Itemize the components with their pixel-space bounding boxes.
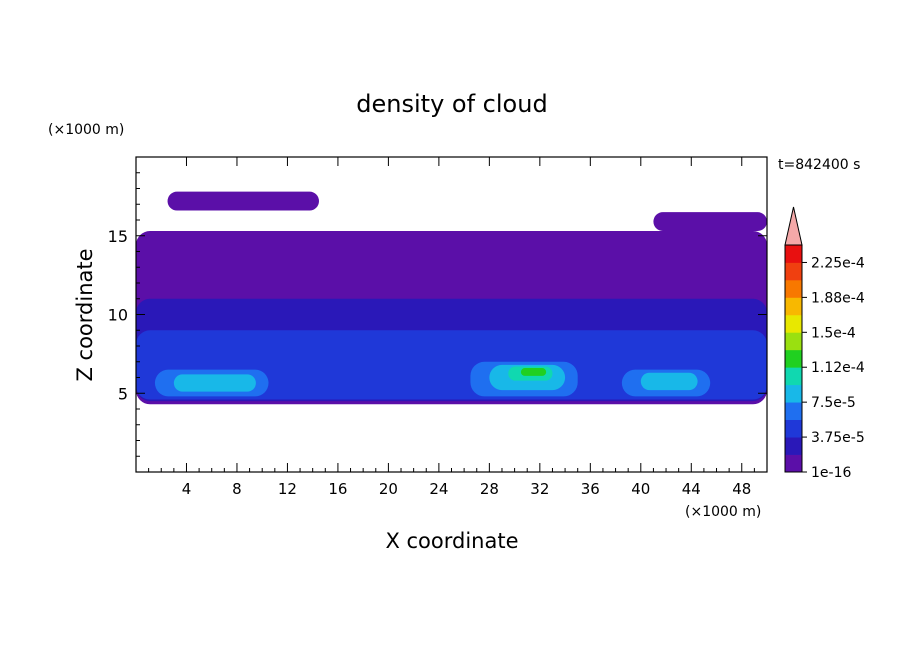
y-tick-label: 5 bbox=[118, 384, 128, 403]
colorbar-label: 3.75e-5 bbox=[811, 430, 865, 446]
colorbar-label: 1.5e-4 bbox=[811, 325, 856, 341]
y-tick-label: 15 bbox=[108, 227, 128, 246]
contour-fill bbox=[136, 191, 767, 405]
x-axis-ticks: 4 8 12 16 20 24 28 32 36 40 44 48 bbox=[148, 157, 755, 498]
colorbar-swatch bbox=[785, 402, 802, 421]
time-label: t=842400 s bbox=[778, 157, 860, 173]
colorbar-swatch bbox=[785, 262, 802, 281]
colorbar-label: 2.25e-4 bbox=[811, 255, 865, 271]
x-tick-label: 44 bbox=[682, 480, 701, 498]
x-axis-label: X coordinate bbox=[385, 529, 518, 553]
y-tick-label: 10 bbox=[108, 306, 128, 325]
x-tick-label: 32 bbox=[530, 480, 549, 498]
colorbar-extend-triangle bbox=[784, 206, 803, 246]
y-axis-ticks: 5 10 15 bbox=[108, 172, 767, 457]
colorbar-swatch bbox=[785, 454, 802, 473]
colorbar-swatch bbox=[785, 297, 802, 316]
colorbar-label: 1.12e-4 bbox=[811, 360, 865, 376]
x-tick-label: 28 bbox=[480, 480, 499, 498]
contour-region-10 bbox=[640, 372, 698, 391]
y-axis-label: Z coordinate bbox=[73, 248, 97, 381]
colorbar-swatch bbox=[785, 419, 802, 438]
colorbar-swatch bbox=[785, 332, 802, 351]
x-tick-label: 16 bbox=[328, 480, 347, 498]
x-tick-label: 4 bbox=[182, 480, 192, 498]
x-tick-label: 24 bbox=[429, 480, 448, 498]
x-tick-label: 48 bbox=[732, 480, 751, 498]
x-unit-label: (×1000 m) bbox=[685, 504, 761, 520]
y-unit-label: (×1000 m) bbox=[48, 122, 124, 138]
x-tick-label: 8 bbox=[232, 480, 242, 498]
colorbar-label: 1e-16 bbox=[811, 465, 851, 481]
contour-region-8 bbox=[173, 374, 256, 392]
contour-region-4 bbox=[136, 330, 767, 400]
colorbar-frame bbox=[784, 244, 803, 473]
x-tick-label: 36 bbox=[581, 480, 600, 498]
contour-region-2 bbox=[653, 212, 767, 232]
colorbar-label: 1.88e-4 bbox=[811, 290, 865, 306]
colorbar-swatch bbox=[785, 245, 802, 263]
x-tick-label: 20 bbox=[379, 480, 398, 498]
colorbar-label: 7.5e-5 bbox=[811, 395, 856, 411]
colorbar-swatch bbox=[785, 279, 802, 298]
contour-region-12 bbox=[520, 368, 547, 376]
chart-title: density of cloud bbox=[356, 90, 547, 118]
colorbar-swatch bbox=[785, 437, 802, 455]
colorbar-swatch bbox=[785, 384, 802, 403]
contour-region-1 bbox=[167, 191, 319, 211]
colorbar-swatch bbox=[785, 367, 802, 386]
x-tick-label: 40 bbox=[631, 480, 650, 498]
colorbar: 1e-16 3.75e-5 7.5e-5 1.12e-4 1.5e-4 1.88e-4 2.… bbox=[784, 206, 865, 481]
colorbar-swatch bbox=[785, 349, 802, 368]
x-tick-label: 12 bbox=[278, 480, 297, 498]
colorbar-swatch bbox=[785, 314, 802, 333]
